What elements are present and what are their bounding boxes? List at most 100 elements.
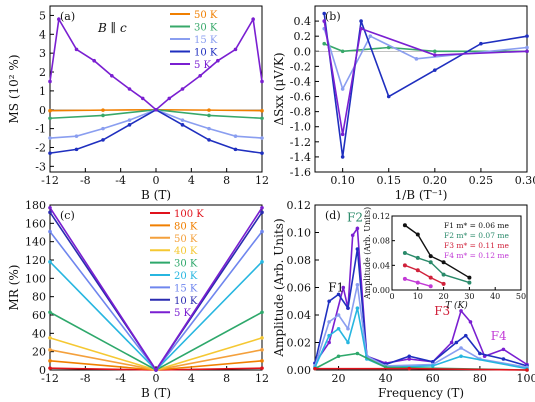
- data-point: [233, 134, 238, 138]
- y-tick-label: 5: [39, 9, 46, 22]
- data-point: [355, 306, 360, 310]
- inset-data-point: [415, 268, 420, 273]
- inset-data-point: [415, 280, 420, 285]
- y-axis-label: ΔSxx (μV/K): [272, 52, 286, 125]
- data-point: [525, 368, 529, 372]
- inset-legend-entry: F1 m* = 0.06 me: [444, 221, 509, 230]
- data-point: [48, 229, 52, 234]
- data-point: [207, 126, 211, 131]
- data-point: [127, 118, 132, 122]
- data-point: [110, 73, 114, 78]
- data-point: [340, 87, 345, 91]
- series-line-2: [49, 108, 263, 139]
- data-point: [340, 155, 345, 159]
- data-point: [260, 359, 264, 363]
- y-axis-label: MR (%): [7, 265, 21, 311]
- data-point: [101, 126, 105, 131]
- y-tick-label: 80: [32, 291, 46, 304]
- inset-x-tick-label: 50: [516, 292, 526, 301]
- data-point: [48, 359, 52, 363]
- data-point: [449, 340, 454, 345]
- series-line-1: [323, 28, 528, 92]
- series-line-7: [49, 211, 263, 372]
- data-point: [322, 19, 327, 23]
- legend-entry: 5 K: [194, 60, 212, 71]
- data-point: [260, 79, 264, 84]
- series-line-3: [49, 337, 263, 371]
- y-axis-label: MS (10² %): [7, 55, 21, 124]
- data-point: [454, 340, 459, 345]
- data-point: [468, 320, 473, 324]
- data-point: [407, 366, 412, 371]
- data-point: [463, 333, 468, 338]
- data-point: [48, 348, 52, 352]
- inset-y-tick-label: 0.08: [372, 237, 390, 246]
- data-point: [74, 147, 79, 152]
- peak-label: F3: [434, 304, 450, 318]
- data-point: [459, 309, 463, 313]
- inset-data-point: [467, 280, 472, 285]
- y-tick-label: 2: [39, 66, 46, 79]
- x-tick-label: 100: [517, 372, 535, 385]
- y-tick-label: -0.4: [290, 75, 311, 88]
- data-point: [355, 282, 360, 287]
- data-point: [346, 306, 350, 310]
- y-tick-label: -0.8: [290, 106, 311, 119]
- data-point: [341, 285, 346, 290]
- inset-x-tick-label: 10: [413, 292, 423, 301]
- inset-data-point: [467, 275, 472, 280]
- data-point: [327, 333, 331, 338]
- inset-data-point: [415, 232, 420, 237]
- panel-d: 20 40 60 80 1000.000.020.040.060.080.100.12F…: [272, 199, 535, 400]
- series-line-4: [49, 311, 263, 371]
- data-point: [127, 87, 132, 91]
- x-tick-label: 80: [473, 372, 487, 385]
- data-point: [501, 357, 506, 361]
- inset-data-point: [428, 275, 433, 280]
- data-point: [260, 116, 264, 121]
- legend-entry: 40 K: [174, 246, 198, 257]
- annotation: B ∥ c: [97, 21, 127, 35]
- data-point: [336, 292, 341, 297]
- series-line-8: [49, 207, 263, 372]
- y-tick-label: -0.6: [290, 91, 311, 104]
- x-tick-label: -12: [41, 174, 59, 187]
- x-axis-label: B (T): [141, 386, 171, 400]
- x-tick-label: 4: [188, 174, 195, 187]
- y-tick-label: 180: [25, 199, 46, 212]
- peak-label: F1: [328, 281, 344, 295]
- x-tick-label: 20: [332, 372, 346, 385]
- data-point: [479, 41, 483, 46]
- data-point: [355, 351, 360, 356]
- data-point: [407, 354, 412, 359]
- legend-entry: 20 K: [174, 271, 198, 282]
- data-point: [48, 79, 52, 84]
- y-tick-label: 4: [39, 28, 46, 41]
- y-tick-label: 0.0: [294, 45, 312, 58]
- data-point: [386, 94, 391, 99]
- data-point: [101, 138, 105, 142]
- data-point: [346, 340, 350, 345]
- data-point: [433, 49, 437, 54]
- data-point: [260, 136, 264, 140]
- data-point: [101, 108, 105, 112]
- legend-entry: 80 K: [174, 221, 198, 232]
- data-point: [327, 299, 331, 304]
- y-tick-label: 160: [25, 217, 46, 230]
- data-point: [355, 226, 360, 231]
- data-point: [525, 45, 529, 50]
- y-tick-label: 0.4: [294, 15, 312, 28]
- data-point: [140, 96, 145, 101]
- data-point: [101, 113, 105, 118]
- y-tick-label: 3: [39, 47, 46, 60]
- data-point: [74, 134, 79, 138]
- y-tick-label: 140: [25, 236, 46, 249]
- x-tick-label: 0: [153, 174, 160, 187]
- data-point: [478, 351, 482, 356]
- y-tick-label: 40: [32, 327, 46, 340]
- y-tick-label: 60: [32, 309, 46, 322]
- data-point: [260, 348, 264, 352]
- data-point: [167, 96, 172, 101]
